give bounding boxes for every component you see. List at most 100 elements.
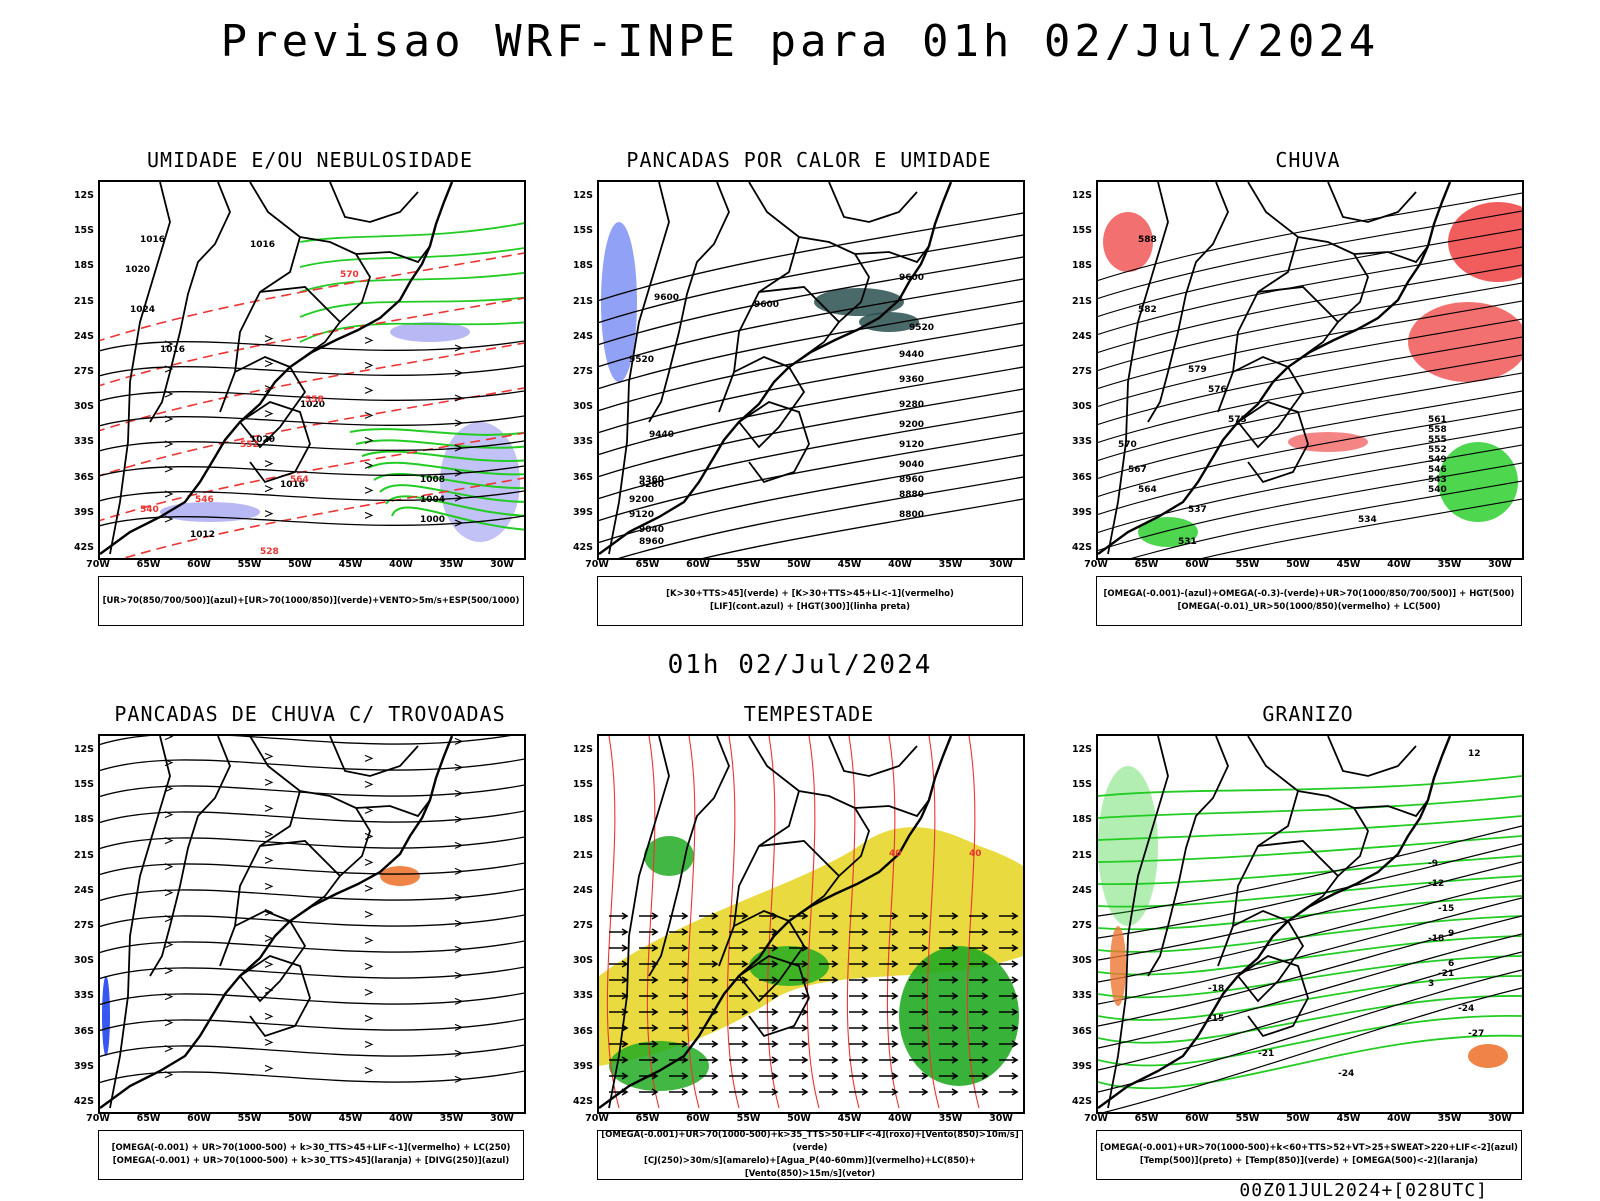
wind-vector: [879, 1008, 899, 1016]
contour-line: [599, 278, 1023, 368]
country-border: [648, 736, 730, 977]
wind-vector: [729, 992, 749, 1000]
wind-vector: [669, 992, 689, 1000]
flow-arrow: [454, 494, 464, 502]
wind-vector: [849, 944, 869, 952]
panel-legend: [K>30+TTS>45](verde) + [K>30+TTS>45+LI<-…: [597, 576, 1023, 626]
contour-label: 540: [140, 505, 159, 515]
wind-vector: [909, 960, 929, 968]
contour-label: 1016: [250, 240, 275, 250]
contour-line: [599, 256, 1023, 346]
streamline: [100, 784, 524, 798]
contour-label: 9280: [899, 400, 924, 410]
wind-vector: [879, 944, 899, 952]
latitude-tick-label: 18S: [1071, 814, 1092, 826]
contour-label: -9: [1428, 859, 1438, 869]
contour-line: [121, 477, 524, 558]
wind-vector: [699, 1040, 719, 1048]
contour-line: [1098, 408, 1522, 498]
contour-label: 546: [1428, 465, 1447, 475]
contour-label: 1000: [420, 515, 445, 525]
wind-vector: [759, 960, 779, 968]
contour-label: 9440: [899, 350, 924, 360]
wind-vector: [759, 1088, 779, 1096]
latitude-tick-label: 42S: [1071, 1096, 1092, 1107]
wind-vector: [849, 976, 869, 984]
humidity-contour: [379, 484, 524, 503]
wind-vector: [999, 960, 1019, 968]
contour-label: -24: [1458, 1004, 1474, 1014]
wind-vector: [819, 1088, 839, 1096]
wind-vector: [819, 960, 839, 968]
flow-arrow: [454, 444, 464, 452]
wind-vector: [969, 960, 989, 968]
wind-vector: [969, 1056, 989, 1064]
map-canvas: [100, 736, 524, 1109]
longitude-tick-label: 40W: [1387, 1113, 1411, 1124]
latitude-tick-label: 21S: [73, 849, 94, 861]
wind-vector: [789, 1088, 809, 1096]
humidity-contour: [299, 321, 524, 343]
latitude-tick-label: 39S: [73, 1060, 94, 1072]
longitude-tick-label: 60W: [1185, 1113, 1209, 1124]
wind-vector: [699, 960, 719, 968]
contour-label: 9040: [899, 460, 924, 470]
legend-line: [CJ(250)>30m/s](amarelo)+[Agua_P(40-60mm…: [643, 1156, 977, 1179]
streamline: [100, 390, 524, 402]
panel-title: UMIDADE E/OU NEBULOSIDADE: [146, 148, 474, 172]
forecast-map: 9600 9600 9600 9520 9520 9440 9440 9360 9360 9280…: [597, 180, 1025, 560]
temp500-contour: [1098, 951, 1522, 1071]
flow-arrow: [364, 1014, 374, 1022]
contour-label: 555: [1428, 435, 1447, 445]
longitude-tick-label: 35W: [439, 1113, 464, 1124]
contour-line: [701, 498, 1023, 558]
contour-label: 40: [889, 849, 902, 859]
contour-label: 552: [1428, 445, 1447, 455]
longitude-tick-label: 65W: [1134, 559, 1159, 570]
contour-label: 8880: [899, 490, 924, 500]
longitude-tick-label: 60W: [187, 559, 211, 570]
wind-vector: [759, 1008, 779, 1016]
latitude-tick-label: 12S: [572, 744, 593, 755]
wind-vector: [849, 1024, 869, 1032]
country-border: [854, 245, 930, 264]
latitude-tick-label: 30S: [73, 401, 94, 413]
contour-label: 9280: [639, 480, 664, 490]
hail-area: [1098, 766, 1158, 926]
streamline: [100, 914, 524, 928]
panel-title: PANCADAS DE CHUVA C/ TROVOADAS: [114, 702, 506, 726]
country-border: [1327, 182, 1417, 223]
flow-arrow: [364, 988, 374, 996]
contour-line: [599, 410, 1023, 500]
latitude-tick-label: 27S: [1071, 366, 1092, 377]
flow-arrow: [454, 519, 464, 527]
flow-arrow: [264, 460, 274, 468]
longitude-tick-label: 50W: [1286, 559, 1310, 570]
wind-vector: [729, 1024, 749, 1032]
flow-arrow: [164, 736, 174, 741]
country-border: [1217, 236, 1299, 413]
wind-vector: [609, 912, 629, 920]
latitude-tick-label: 15S: [1071, 779, 1092, 791]
temp850-contour: [1098, 955, 1522, 999]
contour-label: 9360: [899, 375, 924, 385]
country-border: [748, 736, 870, 877]
wind-vector: [819, 992, 839, 1000]
wind-vector: [969, 1040, 989, 1048]
flow-arrow: [454, 919, 464, 927]
contour-line: [1098, 390, 1522, 480]
flow-arrow: [264, 1038, 274, 1046]
wind-vector: [639, 1008, 659, 1016]
latitude-tick-label: 12S: [1071, 190, 1092, 201]
wind-vector: [819, 976, 839, 984]
country-border: [249, 182, 371, 323]
precipitable-water-contour: [966, 736, 980, 1109]
run-timestamp: 00Z01JUL2024+[028UTC]: [1239, 1180, 1488, 1201]
country-border: [234, 356, 307, 449]
flow-arrow: [364, 461, 374, 469]
temp850-contour: [1098, 875, 1522, 908]
flow-arrow: [264, 1064, 274, 1072]
latitude-tick-label: 33S: [572, 990, 593, 1002]
precipitable-water-contour: [606, 736, 620, 1109]
contour-line: [1098, 228, 1522, 318]
